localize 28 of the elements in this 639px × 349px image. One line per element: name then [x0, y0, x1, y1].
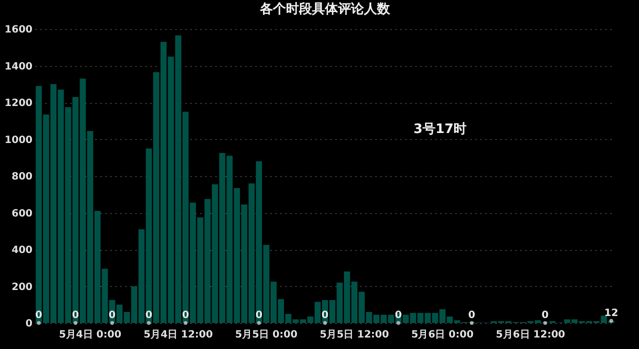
y-tick-label: 200	[12, 282, 33, 293]
annotation: 3号17时	[413, 122, 467, 137]
x-tick-label: 5月4日 12:00	[144, 330, 213, 340]
y-tick-label: 800	[12, 172, 33, 182]
chart-title: 各个时段具体评论人数	[259, 2, 391, 17]
data-label: 0	[542, 310, 549, 321]
y-tick-label: 1400	[4, 61, 33, 72]
data-label: 0	[255, 310, 262, 321]
x-tick-label: 5月6日 0:00	[411, 330, 474, 340]
x-tick-label: 5月5日 0:00	[235, 330, 298, 340]
data-label: 0	[145, 310, 152, 321]
data-label: 0	[72, 310, 79, 321]
data-label: 0	[182, 310, 190, 321]
data-label: 0	[35, 310, 42, 321]
data-label: 0	[394, 310, 402, 321]
y-tick-label: 1600	[4, 24, 33, 36]
y-tick-label: 0	[26, 318, 33, 330]
y-tick-label: 1200	[4, 98, 33, 109]
data-label: 0	[468, 310, 476, 321]
data-label: 0	[322, 310, 329, 321]
y-tick-label: 400	[12, 245, 33, 256]
y-tick-label: 600	[12, 208, 33, 220]
x-tick-label: 5月4日 0:00	[59, 330, 122, 340]
x-tick-label: 5月5日 12:00	[320, 330, 390, 340]
x-tick-label: 5月6日 12:00	[496, 330, 566, 340]
data-label: 0	[108, 310, 116, 321]
y-tick-label: 1000	[4, 134, 33, 146]
data-label: 12	[604, 308, 618, 319]
